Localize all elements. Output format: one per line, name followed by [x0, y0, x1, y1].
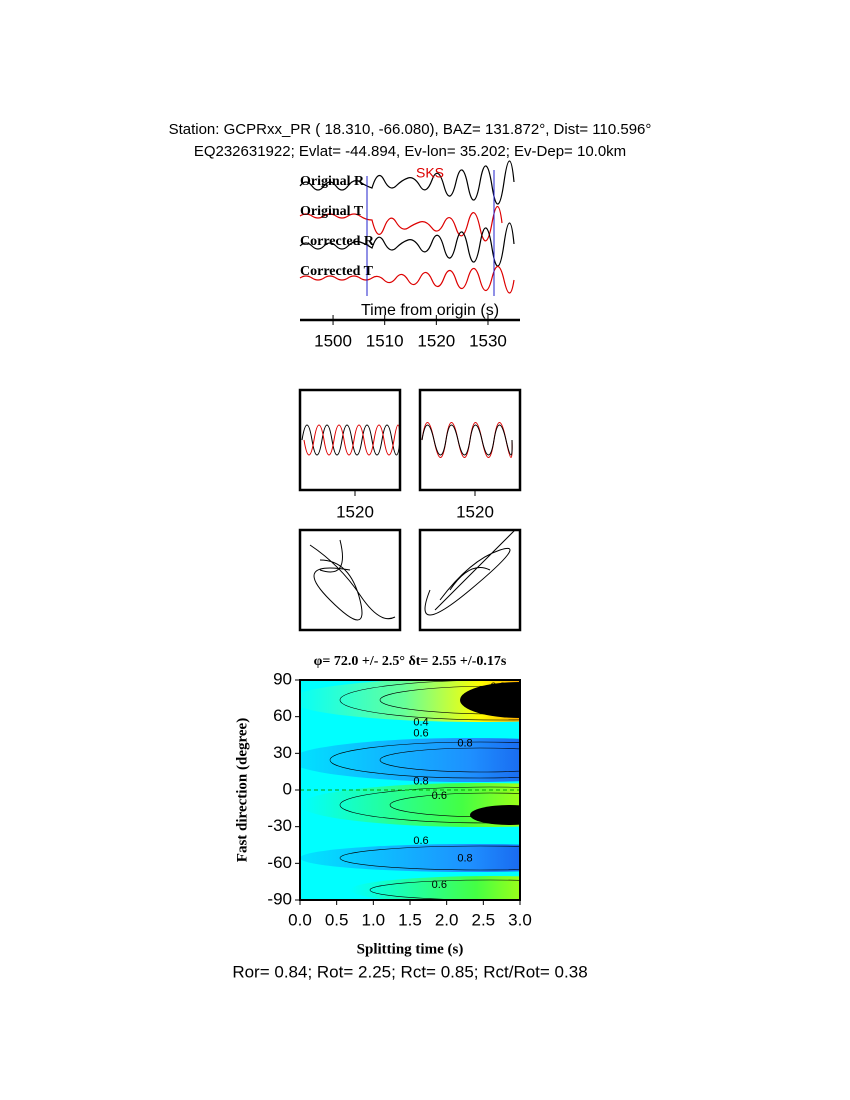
waveforms [299, 160, 515, 294]
x-tick-label: 0.0 [288, 910, 312, 929]
panel-frames [298, 388, 522, 632]
contour-label: 0.6 [432, 790, 447, 802]
x-tick-label: 1520 [456, 502, 494, 521]
contour-field [300, 680, 520, 900]
contour-label: 0.6 [413, 835, 428, 847]
trace-label: Original R [300, 174, 365, 189]
x-tick-label: 2.5 [472, 910, 496, 929]
x-axis-label: Splitting time (s) [357, 941, 464, 957]
phase-label: SKS [416, 165, 444, 181]
x-tick-label: 1500 [314, 331, 352, 350]
x-tick-label: 1510 [366, 331, 404, 350]
footer: Ror= 0.84; Rot= 2.25; Rct= 0.85; Rct/Rot… [232, 962, 587, 981]
y-tick-label: -60 [267, 853, 292, 872]
best-estimate [479, 694, 495, 709]
x-tick-label: 1520 [417, 331, 455, 350]
contour-label: 0.8 [413, 775, 428, 787]
header-line: EQ232631922; Evlat= -44.894, Ev-lon= 35.… [194, 143, 626, 160]
x-tick-label: 0.5 [325, 910, 349, 929]
trace-label: Corrected R [300, 234, 375, 249]
x-axis-label: Time from origin (s) [361, 302, 499, 319]
y-axis-label: Fast direction (degree) [234, 718, 250, 862]
contour-label: 0.6 [413, 728, 428, 740]
contour-label: 0.8 [457, 737, 472, 749]
x-tick-label: 1520 [336, 502, 374, 521]
trace-label: Corrected T [300, 264, 374, 279]
y-tick-label: 0 [283, 779, 292, 798]
y-tick-label: 60 [273, 706, 292, 725]
x-tick-label: 1.0 [362, 910, 386, 929]
comparison-waves [301, 422, 516, 621]
contour-label: 0.6 [432, 879, 447, 891]
y-tick-label: 90 [273, 669, 292, 688]
x-tick-label: 2.0 [435, 910, 459, 929]
x-tick-label: 1530 [469, 331, 507, 350]
y-tick-label: -30 [267, 816, 292, 835]
contour-label: 0.2 [490, 681, 505, 693]
contour-title: φ= 72.0 +/- 2.5° δt= 2.55 +/-0.17s [314, 654, 507, 669]
contour-label: 0.8 [457, 852, 472, 864]
trace-label: Original T [300, 204, 364, 219]
y-tick-label: -90 [267, 889, 292, 908]
x-tick-label: 1.5 [398, 910, 422, 929]
y-tick-label: 30 [273, 743, 292, 762]
contour-label: 0.4 [413, 717, 428, 729]
header-line: Station: GCPRxx_PR ( 18.310, -66.080), B… [169, 121, 652, 138]
x-tick-label: 3.0 [508, 910, 532, 929]
